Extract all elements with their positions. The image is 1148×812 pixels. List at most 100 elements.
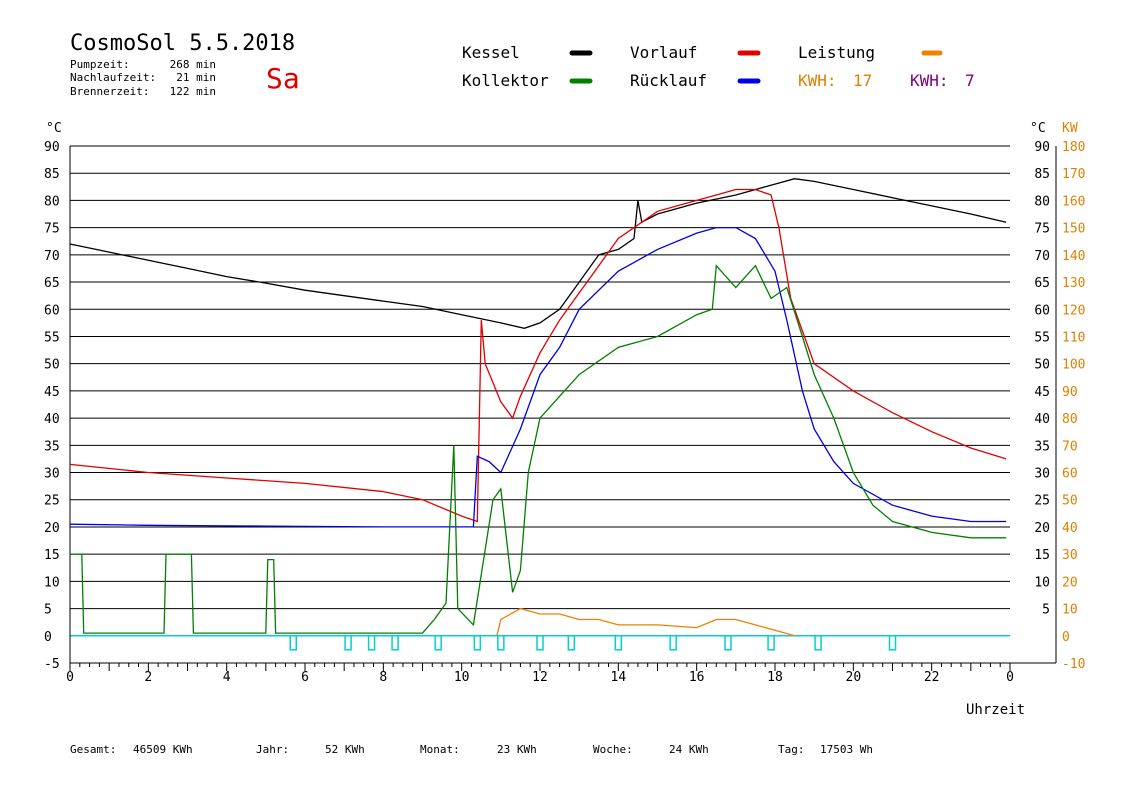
kwh-label-1: KWH: <box>798 71 837 90</box>
legend-label-leistung: Leistung <box>798 43 875 62</box>
y-tick-label-right-c: 85 <box>1034 167 1050 182</box>
y-tick-label-left: -5 <box>44 657 60 672</box>
legend-label-ruecklauf: Rücklauf <box>630 71 707 90</box>
y-tick-label-left: 30 <box>44 467 60 482</box>
y-axis-unit-left: °C <box>46 121 62 136</box>
stat-label-pumpzeit: Pumpzeit: <box>70 58 130 71</box>
series-line-vorlauf <box>69 188 1007 523</box>
y-tick-label-right-c: 20 <box>1034 521 1050 536</box>
y-tick-label-right-kw: 150 <box>1062 222 1085 237</box>
pump-marker <box>536 635 544 651</box>
pump-marker <box>473 635 482 651</box>
series-lines <box>69 178 1007 637</box>
y-tick-label-right-c: 30 <box>1034 467 1050 482</box>
y-tick-label-right-c: 65 <box>1034 276 1050 291</box>
y-tick-label-left: 55 <box>44 330 60 345</box>
y-tick-label-right-c: 55 <box>1034 330 1050 345</box>
legend: Kessel Vorlauf Leistung Kollektor Rückla… <box>462 43 975 90</box>
y-tick-label-right-kw: -10 <box>1062 657 1085 672</box>
series-line-rcklauf <box>69 226 1007 528</box>
y-tick-label-right-c: 60 <box>1034 303 1050 318</box>
x-tick-label: 2 <box>144 670 152 685</box>
x-tick-label: 16 <box>689 670 705 685</box>
footer-value: 52 KWh <box>325 743 365 756</box>
legend-label-kollektor: Kollektor <box>462 71 549 90</box>
y-tick-label-right-kw: 20 <box>1062 575 1078 590</box>
chart-title: CosmoSol 5.5.2018 <box>70 31 295 56</box>
y-tick-label-right-kw: 60 <box>1062 467 1078 482</box>
x-tick-label: 20 <box>846 670 862 685</box>
footer-label: Tag: <box>778 743 805 756</box>
x-tick-label: 18 <box>767 670 783 685</box>
kwh-value-2: 7 <box>965 71 975 90</box>
y-tick-label-left: 75 <box>44 222 60 237</box>
footer-summary: Gesamt: 46509 KWh Jahr: 52 KWh Monat: 23 KWh W… <box>70 743 873 756</box>
y-tick-label-right-kw: 30 <box>1062 548 1078 563</box>
stat-label-nachlaufzeit: Nachlaufzeit: <box>70 71 156 84</box>
y-tick-label-left: 0 <box>44 630 52 645</box>
x-axis-label: Uhrzeit <box>966 702 1025 718</box>
legend-label-kessel: Kessel <box>462 43 520 62</box>
header: CosmoSol 5.5.2018 Pumpzeit: 268 min Nach… <box>70 31 300 98</box>
y-tick-label-right-kw: 130 <box>1062 276 1085 291</box>
x-tick-label: 0 <box>66 670 74 685</box>
y-tick-label-right-c: 90 <box>1034 140 1050 155</box>
y-axis-unit-right-kw: KW <box>1062 121 1078 136</box>
pump-marker <box>567 635 576 651</box>
y-tick-label-left: 85 <box>44 167 60 182</box>
y-tick-label-right-c: 35 <box>1034 439 1050 454</box>
footer-value: 24 KWh <box>669 743 709 756</box>
y-tick-label-right-c: 25 <box>1034 494 1050 509</box>
y-tick-label-left: 90 <box>44 140 60 155</box>
legend-label-vorlauf: Vorlauf <box>630 43 697 62</box>
y-tick-label-left: 20 <box>44 521 60 536</box>
y-tick-label-right-kw: 180 <box>1062 140 1085 155</box>
y-tick-label-left: 35 <box>44 439 60 454</box>
footer-value: 23 KWh <box>497 743 537 756</box>
x-tick-labels: 0 2 4 6 8 10 12 14 16 18 20 22 0 <box>66 670 1014 685</box>
footer-label: Woche: <box>593 743 633 756</box>
pump-marker <box>289 635 297 651</box>
pump-marker <box>888 635 897 651</box>
stat-label-brennerzeit: Brennerzeit: <box>70 85 149 98</box>
y-tick-label-left: 40 <box>44 412 60 427</box>
stat-value-nachlaufzeit: 21 min <box>176 71 216 84</box>
pump-marker <box>497 635 505 651</box>
series-line-kessel <box>69 178 1007 329</box>
y-tick-label-right-c: 80 <box>1034 194 1050 209</box>
kwh-value-1: 17 <box>853 71 872 90</box>
series-line-leistung <box>496 607 795 637</box>
x-tick-label: 22 <box>924 670 940 685</box>
y-tick-label-right-c: 50 <box>1034 358 1050 373</box>
pump-marker <box>767 635 775 651</box>
y-tick-label-left: 50 <box>44 358 60 373</box>
y-tick-label-left: 15 <box>44 548 60 563</box>
y-tick-label-right-kw: 10 <box>1062 603 1078 618</box>
x-tick-label: 8 <box>379 670 387 685</box>
day-label: Sa <box>266 62 300 95</box>
y-tick-label-left: 10 <box>44 575 60 590</box>
pump-marker <box>391 635 399 651</box>
y-axis-unit-right-c: °C <box>1030 121 1046 136</box>
x-tick-label: 6 <box>301 670 309 685</box>
y-tick-label-left: 80 <box>44 194 60 209</box>
pump-marker <box>367 635 376 651</box>
footer-value: 46509 KWh <box>133 743 193 756</box>
y-tick-label-left: 45 <box>44 385 60 400</box>
y-tick-label-right-kw: 40 <box>1062 521 1078 536</box>
y-tick-label-left: 25 <box>44 494 60 509</box>
y-tick-label-left: 70 <box>44 249 60 264</box>
y-tick-label-right-kw: 80 <box>1062 412 1078 427</box>
y-tick-labels-right-kw: 1801701601501401301201101009080706050403… <box>1062 140 1085 672</box>
y-tick-label-right-kw: 0 <box>1062 630 1070 645</box>
y-tick-label-right-c: 75 <box>1034 222 1050 237</box>
y-tick-label-right-c: 15 <box>1034 548 1050 563</box>
y-tick-label-right-c: 45 <box>1034 385 1050 400</box>
y-tick-label-right-kw: 160 <box>1062 194 1085 209</box>
y-tick-label-right-c: 70 <box>1034 249 1050 264</box>
x-tick-label: 0 <box>1006 670 1014 685</box>
pump-marker <box>669 635 677 651</box>
footer-label: Gesamt: <box>70 743 116 756</box>
